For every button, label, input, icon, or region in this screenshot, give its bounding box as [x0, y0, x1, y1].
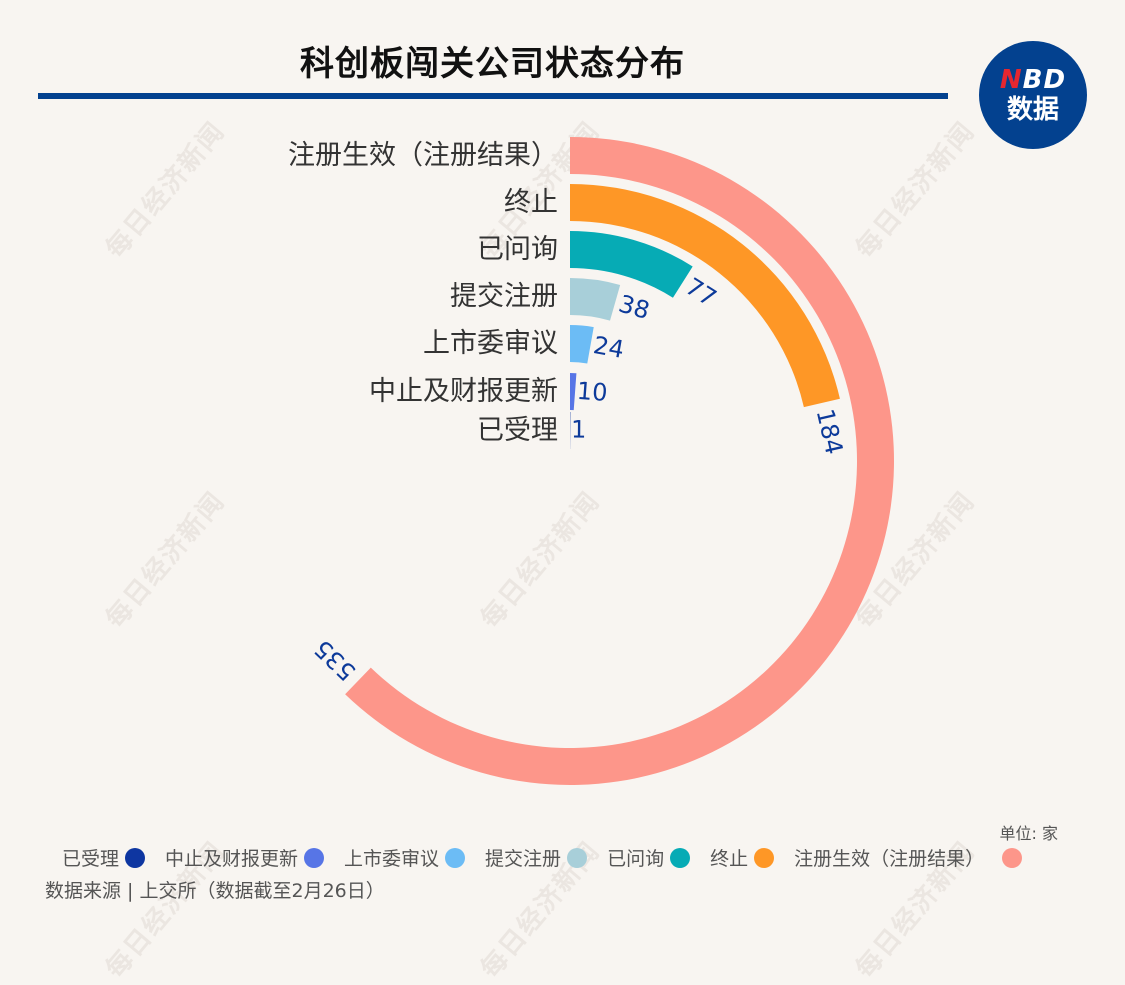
bar-3 [570, 278, 620, 321]
bar-0 [345, 137, 894, 785]
source-label: 数据来源 | 上交所（数据截至2月26日） [45, 876, 385, 903]
chart-legend: 已受理 中止及财报更新 上市委审议 提交注册 已问询 终止 注册生效（注册结果） [62, 844, 1042, 871]
legend-label: 已问询 [607, 844, 664, 871]
value-label: 24 [591, 331, 626, 364]
category-label: 终止 [504, 188, 558, 218]
category-label: 上市委审议 [423, 329, 558, 359]
legend-dot-icon [754, 848, 774, 868]
category-label: 中止及财报更新 [369, 377, 558, 407]
value-label: 77 [681, 272, 722, 312]
legend-dot-icon [445, 848, 465, 868]
legend-dot-icon [304, 848, 324, 868]
value-label: 38 [616, 290, 653, 325]
legend-item[interactable]: 终止 [710, 844, 774, 871]
value-label: 10 [576, 377, 609, 407]
legend-label: 中止及财报更新 [165, 844, 298, 871]
legend-dot-icon [125, 848, 145, 868]
category-label: 注册生效（注册结果） [288, 141, 558, 171]
value-label: 184 [811, 406, 849, 457]
legend-item[interactable]: 中止及财报更新 [165, 844, 324, 871]
legend-item[interactable]: 上市委审议 [344, 844, 465, 871]
category-label: 已受理 [477, 416, 558, 446]
legend-label: 注册生效（注册结果） [794, 844, 984, 871]
category-label: 已问询 [477, 235, 558, 265]
unit-label: 单位: 家 [1000, 820, 1058, 844]
legend-label: 终止 [710, 844, 748, 871]
legend-label: 已受理 [62, 844, 119, 871]
value-label: 535 [309, 634, 361, 686]
legend-item[interactable]: 已问询 [607, 844, 690, 871]
legend-dot-icon [1002, 848, 1022, 868]
legend-dot-icon [670, 848, 690, 868]
radial-bar-chart: 535 184 77 38 24 10 1 [0, 0, 1125, 913]
value-label: 1 [571, 416, 586, 444]
legend-label: 上市委审议 [344, 844, 439, 871]
legend-label: 提交注册 [485, 844, 561, 871]
category-label: 提交注册 [450, 282, 558, 312]
legend-item[interactable]: 注册生效（注册结果） [794, 844, 1022, 871]
legend-item[interactable]: 已受理 [62, 844, 145, 871]
bar-4 [570, 325, 594, 364]
legend-item[interactable]: 提交注册 [485, 844, 587, 871]
legend-dot-icon [567, 848, 587, 868]
